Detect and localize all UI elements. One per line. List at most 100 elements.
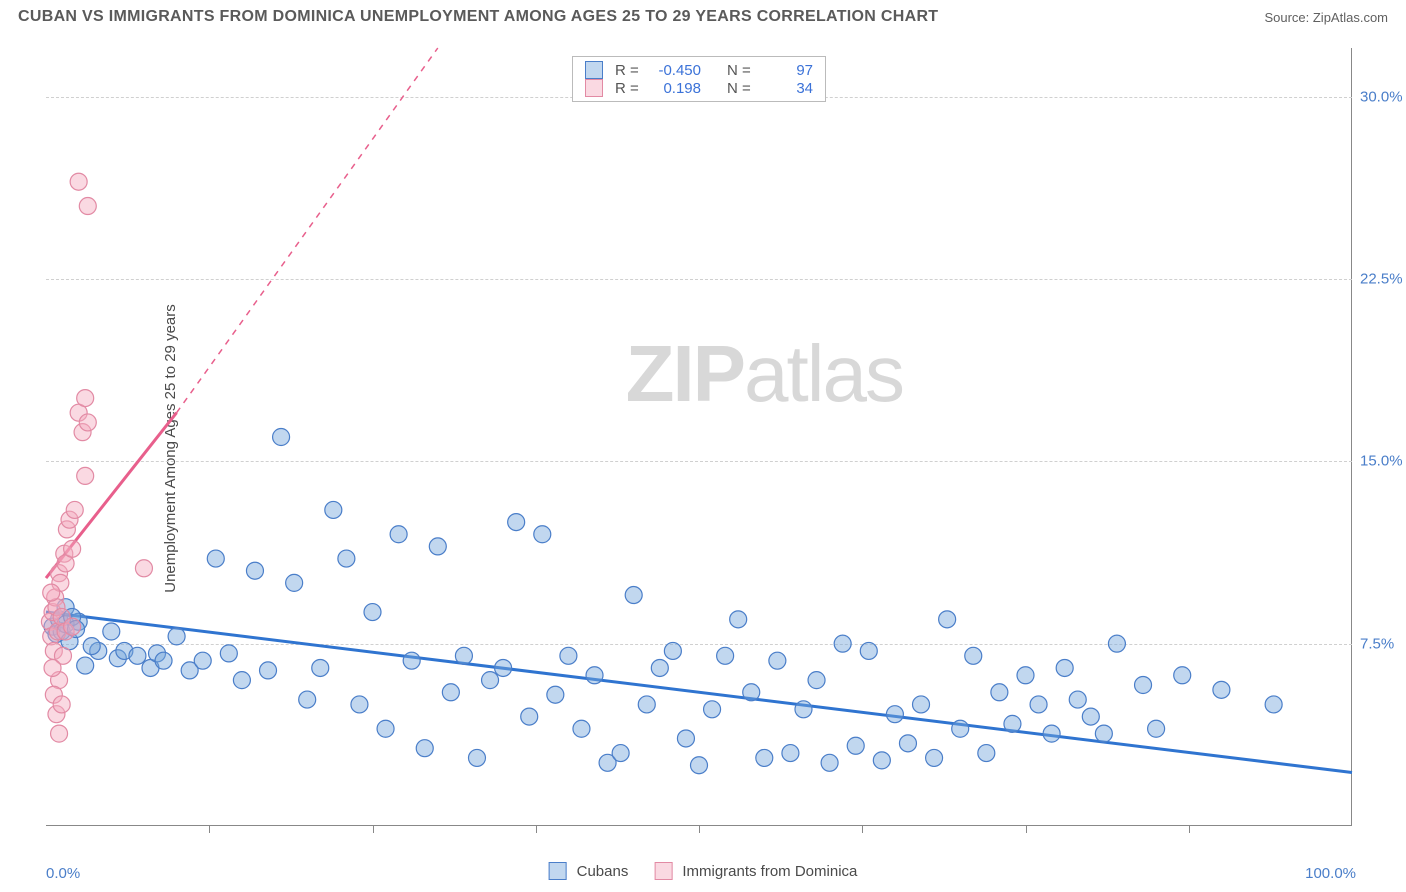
data-point-cubans bbox=[1069, 691, 1086, 708]
data-point-dominica bbox=[70, 173, 87, 190]
data-point-cubans bbox=[1265, 696, 1282, 713]
data-point-cubans bbox=[573, 720, 590, 737]
data-point-cubans bbox=[377, 720, 394, 737]
data-point-cubans bbox=[129, 647, 146, 664]
data-point-cubans bbox=[207, 550, 224, 567]
x-tick bbox=[536, 825, 537, 833]
data-point-cubans bbox=[952, 720, 969, 737]
data-point-cubans bbox=[677, 730, 694, 747]
data-point-cubans bbox=[756, 749, 773, 766]
scatter-plot-svg bbox=[46, 48, 1352, 825]
data-point-cubans bbox=[220, 645, 237, 662]
data-point-cubans bbox=[926, 749, 943, 766]
data-point-cubans bbox=[508, 514, 525, 531]
data-point-dominica bbox=[64, 540, 81, 557]
data-point-cubans bbox=[1056, 659, 1073, 676]
data-point-cubans bbox=[168, 628, 185, 645]
data-point-cubans bbox=[769, 652, 786, 669]
data-point-cubans bbox=[978, 745, 995, 762]
data-point-cubans bbox=[77, 657, 94, 674]
data-point-cubans bbox=[429, 538, 446, 555]
data-point-dominica bbox=[66, 501, 83, 518]
data-point-cubans bbox=[364, 604, 381, 621]
data-point-cubans bbox=[886, 706, 903, 723]
data-point-cubans bbox=[873, 752, 890, 769]
data-point-cubans bbox=[286, 574, 303, 591]
data-point-cubans bbox=[468, 749, 485, 766]
data-point-cubans bbox=[273, 429, 290, 446]
data-point-cubans bbox=[482, 672, 499, 689]
x-axis-min-label: 0.0% bbox=[46, 865, 80, 882]
data-point-cubans bbox=[651, 659, 668, 676]
data-point-cubans bbox=[691, 757, 708, 774]
data-point-cubans bbox=[325, 501, 342, 518]
data-point-dominica bbox=[44, 659, 61, 676]
stats-row-dominica: R = 0.198 N = 34 bbox=[585, 79, 813, 97]
data-point-cubans bbox=[704, 701, 721, 718]
stats-row-cubans: R = -0.450 N = 97 bbox=[585, 61, 813, 79]
chart-title: CUBAN VS IMMIGRANTS FROM DOMINICA UNEMPL… bbox=[18, 8, 938, 26]
data-point-cubans bbox=[351, 696, 368, 713]
data-point-cubans bbox=[991, 684, 1008, 701]
data-point-cubans bbox=[416, 740, 433, 757]
data-point-cubans bbox=[547, 686, 564, 703]
data-point-cubans bbox=[338, 550, 355, 567]
data-point-cubans bbox=[83, 638, 100, 655]
data-point-cubans bbox=[730, 611, 747, 628]
data-point-cubans bbox=[638, 696, 655, 713]
swatch-blue-icon bbox=[585, 61, 603, 79]
y-tick-label: 15.0% bbox=[1360, 453, 1406, 470]
data-point-cubans bbox=[260, 662, 277, 679]
data-point-cubans bbox=[1082, 708, 1099, 725]
data-point-cubans bbox=[233, 672, 250, 689]
data-point-cubans bbox=[808, 672, 825, 689]
data-point-cubans bbox=[1004, 715, 1021, 732]
data-point-cubans bbox=[103, 623, 120, 640]
data-point-cubans bbox=[390, 526, 407, 543]
x-tick bbox=[209, 825, 210, 833]
data-point-cubans bbox=[403, 652, 420, 669]
data-point-cubans bbox=[625, 587, 642, 604]
y-tick-label: 7.5% bbox=[1360, 635, 1406, 652]
data-point-cubans bbox=[246, 562, 263, 579]
data-point-dominica bbox=[43, 584, 60, 601]
data-point-dominica bbox=[77, 390, 94, 407]
data-point-cubans bbox=[1095, 725, 1112, 742]
chart-plot-area: ZIPatlas 7.5%15.0%22.5%30.0% R = -0.450 … bbox=[46, 48, 1352, 826]
data-point-cubans bbox=[1174, 667, 1191, 684]
data-point-cubans bbox=[1043, 725, 1060, 742]
data-point-cubans bbox=[743, 684, 760, 701]
data-point-cubans bbox=[821, 754, 838, 771]
data-point-cubans bbox=[664, 642, 681, 659]
data-point-dominica bbox=[53, 696, 70, 713]
data-point-dominica bbox=[79, 414, 96, 431]
source-label: Source: ZipAtlas.com bbox=[1264, 10, 1388, 25]
data-point-cubans bbox=[534, 526, 551, 543]
legend-item-dominica: Immigrants from Dominica bbox=[654, 862, 857, 880]
data-point-cubans bbox=[194, 652, 211, 669]
data-point-cubans bbox=[834, 635, 851, 652]
x-tick bbox=[699, 825, 700, 833]
data-point-cubans bbox=[860, 642, 877, 659]
data-point-cubans bbox=[1213, 681, 1230, 698]
data-point-cubans bbox=[521, 708, 538, 725]
data-point-cubans bbox=[560, 647, 577, 664]
x-tick bbox=[1189, 825, 1190, 833]
stats-legend-box: R = -0.450 N = 97 R = 0.198 N = 34 bbox=[572, 56, 826, 102]
data-point-cubans bbox=[1108, 635, 1125, 652]
data-point-dominica bbox=[77, 467, 94, 484]
data-point-cubans bbox=[899, 735, 916, 752]
trend-line-cubans bbox=[46, 612, 1352, 772]
swatch-pink-icon bbox=[654, 862, 672, 880]
data-point-cubans bbox=[612, 745, 629, 762]
data-point-cubans bbox=[442, 684, 459, 701]
y-tick-label: 22.5% bbox=[1360, 270, 1406, 287]
data-point-cubans bbox=[1135, 676, 1152, 693]
data-point-cubans bbox=[1148, 720, 1165, 737]
swatch-pink-icon bbox=[585, 79, 603, 97]
legend-item-cubans: Cubans bbox=[549, 862, 629, 880]
x-tick bbox=[373, 825, 374, 833]
data-point-cubans bbox=[586, 667, 603, 684]
x-tick bbox=[1026, 825, 1027, 833]
swatch-blue-icon bbox=[549, 862, 567, 880]
